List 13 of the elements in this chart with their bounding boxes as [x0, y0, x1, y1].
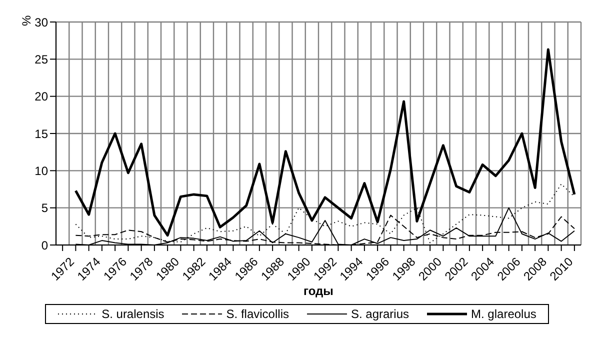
- legend-label: M. glareolus: [471, 307, 536, 321]
- y-tick-label: 5: [41, 201, 48, 216]
- y-tick-label: 0: [41, 238, 48, 252]
- y-tick-label: 10: [34, 164, 48, 178]
- y-tick-label: 20: [34, 90, 48, 104]
- x-axis-title: годы: [304, 284, 334, 298]
- y-tick-label: 30: [34, 15, 48, 30]
- legend-label: S. uralensis: [102, 307, 164, 321]
- y-tick-label: 15: [34, 126, 48, 141]
- legend-label: S. agrarius: [350, 307, 410, 321]
- legend-label: S. flavicollis: [226, 307, 289, 321]
- y-tick-label: 25: [34, 52, 48, 66]
- y-axis-title: %: [20, 15, 34, 26]
